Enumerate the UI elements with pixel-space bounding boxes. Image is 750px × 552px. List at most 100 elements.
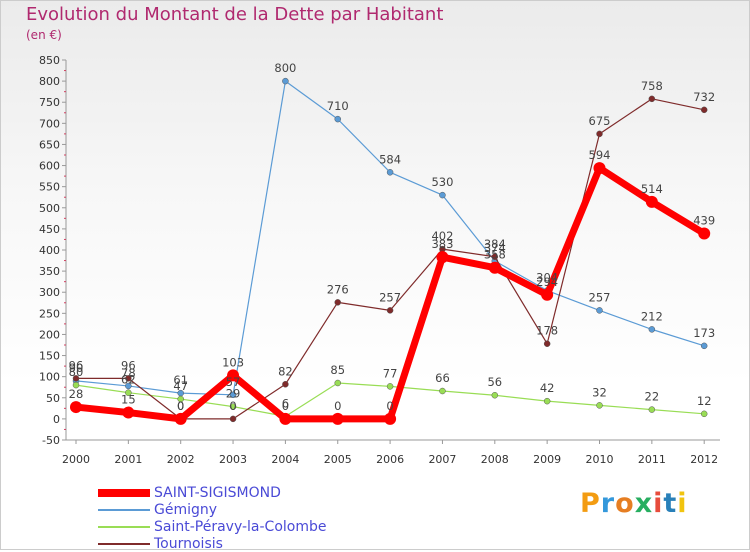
- legend-item-saint-sigismond: SAINT-SIGISMOND: [98, 484, 327, 501]
- data-label-saint-sigismond: 15: [121, 393, 136, 407]
- logo-letter: i: [677, 488, 688, 519]
- data-point-saint-peravy-la-colombe: [125, 389, 132, 396]
- data-label-saint-sigismond: 0: [386, 399, 393, 413]
- y-tick-label: 600: [39, 160, 60, 173]
- data-label-saint-peravy-la-colombe: 12: [697, 394, 712, 408]
- y-tick-label: 300: [39, 286, 60, 299]
- y-tick-label: 150: [39, 350, 60, 363]
- data-label-saint-sigismond: 0: [177, 399, 184, 413]
- data-label-tournoisis: 257: [379, 290, 401, 304]
- data-label-saint-peravy-la-colombe: 66: [435, 371, 450, 385]
- y-tick-label: 650: [39, 138, 60, 151]
- x-tick-label: 2011: [638, 453, 666, 466]
- data-point-tournoisis: [229, 415, 237, 423]
- legend-label: Gémigny: [154, 501, 218, 518]
- data-label-gemigny: 57: [226, 375, 241, 389]
- data-label-gemigny: 257: [589, 290, 611, 304]
- legend-label: SAINT-SIGISMOND: [154, 484, 281, 501]
- y-tick-label: 500: [39, 202, 60, 215]
- data-label-saint-peravy-la-colombe: 62: [121, 373, 136, 387]
- data-label-gemigny: 78: [121, 366, 136, 380]
- data-label-saint-sigismond: 594: [589, 148, 611, 162]
- logo-letter: i: [653, 488, 664, 519]
- data-point-saint-sigismond: [122, 406, 135, 419]
- x-tick-label: 2001: [114, 453, 142, 466]
- data-point-tournoisis: [282, 381, 289, 388]
- data-point-tournoisis: [596, 130, 603, 138]
- data-point-tournoisis: [72, 375, 80, 382]
- data-point-saint-sigismond: [331, 412, 344, 425]
- legend-label: Saint-Péravy-la-Colombe: [154, 518, 327, 535]
- legend-swatch: [98, 488, 150, 497]
- data-label-tournoisis: 675: [589, 114, 611, 128]
- data-label-gemigny: 374: [484, 241, 506, 255]
- data-point-gemigny: [386, 169, 394, 176]
- data-label-saint-peravy-la-colombe: 80: [69, 365, 84, 379]
- logo-letter: o: [615, 488, 635, 519]
- legend-swatch: [98, 542, 150, 545]
- chart-legend: SAINT-SIGISMOND Gémigny Saint-Péravy-la-Co…: [98, 484, 327, 552]
- data-label-gemigny: 710: [327, 99, 349, 113]
- x-tick-label: 2005: [324, 453, 352, 466]
- data-label-saint-peravy-la-colombe: 56: [487, 375, 502, 389]
- data-label-gemigny: 212: [641, 309, 663, 323]
- series-line-gemigny: [75, 80, 705, 396]
- data-label-gemigny: 304: [536, 271, 558, 285]
- data-point-tournoisis: [125, 375, 132, 382]
- x-tick-label: 2002: [167, 453, 195, 466]
- y-tick-label: 400: [39, 244, 60, 257]
- chart-unit-label: (en €): [26, 28, 62, 42]
- y-tick-label: 750: [39, 96, 60, 109]
- y-tick-label: 100: [39, 371, 60, 384]
- data-label-saint-sigismond: 439: [693, 214, 715, 228]
- data-label-tournoisis: 178: [536, 324, 558, 338]
- data-point-saint-peravy-la-colombe: [229, 403, 237, 410]
- y-tick-label: 700: [39, 117, 60, 130]
- legend-swatch: [98, 508, 150, 511]
- legend-label: Tournoisis: [154, 535, 223, 552]
- data-label-tournoisis: 758: [641, 79, 663, 93]
- x-tick-label: 2006: [376, 453, 404, 466]
- data-label-tournoisis: 82: [278, 364, 293, 378]
- data-point-saint-peravy-la-colombe: [700, 410, 708, 418]
- data-label-tournoisis: 0: [229, 399, 236, 413]
- x-tick-label: 2012: [690, 453, 718, 466]
- data-point-gemigny: [596, 307, 603, 314]
- data-point-tournoisis: [386, 307, 394, 314]
- data-point-saint-peravy-la-colombe: [386, 383, 394, 390]
- data-label-gemigny: 173: [693, 326, 715, 340]
- data-point-saint-sigismond: [645, 195, 658, 208]
- data-label-tournoisis: 96: [121, 358, 136, 372]
- data-point-saint-sigismond: [541, 288, 554, 301]
- data-label-saint-sigismond: 28: [69, 387, 84, 401]
- data-point-tournoisis: [491, 253, 499, 261]
- legend-item-saint-peravy-la-colombe: Saint-Péravy-la-Colombe: [98, 518, 327, 535]
- chart-title: Evolution du Montant de la Dette par Hab…: [26, 4, 444, 25]
- data-label-saint-sigismond: 0: [334, 399, 341, 413]
- data-point-saint-peravy-la-colombe: [72, 381, 80, 389]
- data-point-gemigny: [648, 326, 656, 333]
- data-point-saint-peravy-la-colombe: [596, 402, 603, 409]
- logo-letter: P: [580, 488, 601, 519]
- data-point-saint-sigismond: [593, 162, 606, 175]
- data-point-gemigny: [282, 77, 289, 85]
- data-label-saint-peravy-la-colombe: 6: [282, 396, 289, 410]
- data-label-saint-sigismond: 514: [641, 182, 663, 196]
- y-tick-label: 350: [39, 265, 60, 278]
- data-label-gemigny: 584: [379, 152, 401, 166]
- y-tick-label: 550: [39, 181, 60, 194]
- y-tick-label: 850: [39, 54, 60, 67]
- data-label-saint-peravy-la-colombe: 22: [645, 390, 660, 404]
- data-label-tournoisis: 96: [69, 358, 84, 372]
- data-point-gemigny: [700, 342, 708, 350]
- data-point-tournoisis: [543, 340, 551, 347]
- data-point-tournoisis: [334, 299, 341, 306]
- data-label-saint-peravy-la-colombe: 42: [540, 381, 555, 395]
- data-point-saint-sigismond: [70, 401, 82, 414]
- data-point-gemigny: [334, 115, 341, 123]
- data-point-saint-peravy-la-colombe: [543, 397, 551, 405]
- data-point-saint-sigismond: [227, 369, 240, 382]
- data-point-saint-peravy-la-colombe: [648, 406, 656, 413]
